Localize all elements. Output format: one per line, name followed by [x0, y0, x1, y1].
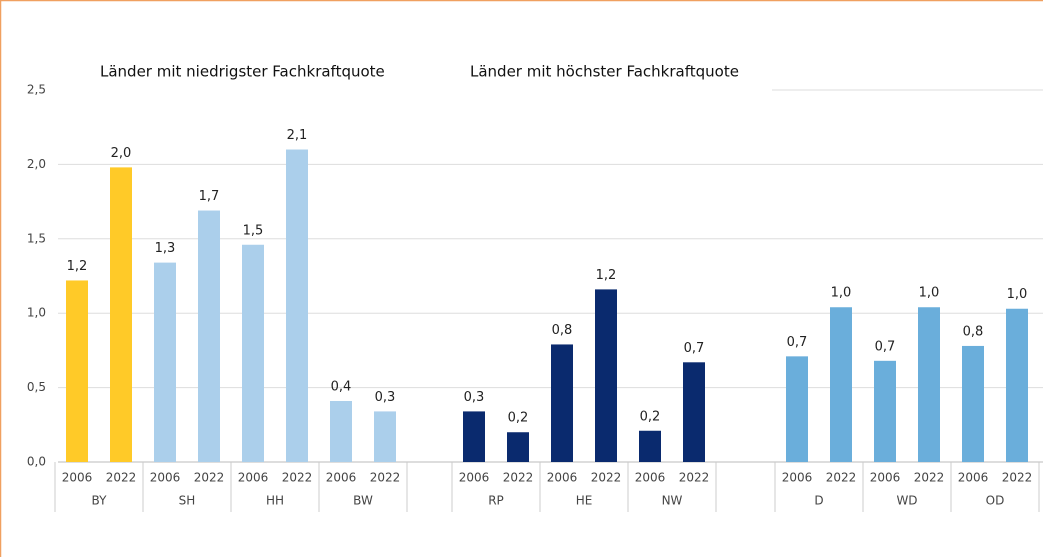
data-label: 0,7: [787, 335, 808, 350]
y-tick-label: 0,5: [27, 380, 46, 394]
bar: [66, 280, 88, 462]
data-label: 2,0: [111, 146, 132, 161]
bar: [330, 400, 352, 462]
bar: [507, 432, 529, 462]
x-tick-label: 2006: [547, 471, 578, 485]
data-label: 0,2: [508, 411, 529, 426]
data-label: 0,2: [640, 409, 661, 424]
y-tick-label: 1,0: [27, 306, 46, 320]
x-tick-label: 2022: [282, 471, 313, 485]
bar: [639, 430, 661, 462]
bar: [463, 411, 485, 462]
x-tick-label: 2006: [326, 471, 357, 485]
group-label: NW: [662, 494, 683, 508]
bar: [1006, 308, 1028, 462]
group-label: RP: [488, 494, 504, 508]
y-tick-label: 2,0: [27, 157, 46, 171]
y-tick-label: 1,5: [27, 231, 46, 245]
data-label: 1,3: [155, 241, 176, 256]
data-label: 0,7: [875, 339, 896, 354]
bar: [374, 411, 396, 462]
x-tick-label: 2006: [782, 471, 813, 485]
data-label: 1,7: [199, 189, 220, 204]
bar: [154, 262, 176, 462]
data-label: 0,7: [684, 341, 705, 356]
group-label: D: [814, 494, 823, 508]
bar: [918, 307, 940, 462]
y-tick-label: 0,0: [27, 455, 46, 469]
group-label: SH: [179, 494, 196, 508]
group-label: HH: [266, 494, 284, 508]
bar: [683, 362, 705, 462]
bar: [110, 167, 132, 462]
x-tick-label: 2006: [635, 471, 666, 485]
x-tick-label: 2006: [958, 471, 989, 485]
bar: [551, 344, 573, 462]
x-tick-label: 2022: [914, 471, 945, 485]
group-label: OD: [986, 494, 1005, 508]
x-tick-label: 2022: [106, 471, 137, 485]
data-label: 0,4: [331, 379, 352, 394]
x-tick-label: 2006: [238, 471, 269, 485]
data-label: 1,0: [1007, 287, 1028, 302]
data-label: 2,1: [287, 128, 308, 143]
data-label: 1,0: [831, 286, 852, 301]
group-label: WD: [896, 494, 917, 508]
x-tick-label: 2022: [591, 471, 622, 485]
data-label: 0,8: [552, 323, 573, 338]
group-label: BW: [353, 494, 373, 508]
x-tick-label: 2006: [62, 471, 93, 485]
bar: [874, 360, 896, 462]
data-label: 1,2: [596, 268, 617, 283]
x-tick-label: 2022: [194, 471, 225, 485]
x-tick-label: 2022: [679, 471, 710, 485]
bar: [198, 210, 220, 462]
x-tick-label: 2022: [503, 471, 534, 485]
bar: [286, 149, 308, 462]
x-tick-label: 2006: [870, 471, 901, 485]
data-label: 1,0: [919, 286, 940, 301]
bar: [786, 356, 808, 462]
x-tick-label: 2006: [150, 471, 181, 485]
x-tick-label: 2022: [1002, 471, 1033, 485]
section-title: Länder mit niedrigster Fachkraftquote: [100, 63, 385, 81]
bar: [242, 244, 264, 462]
data-label: 0,3: [375, 390, 396, 405]
bar: [830, 307, 852, 462]
x-tick-label: 2006: [459, 471, 490, 485]
bar: [962, 345, 984, 462]
group-label: HE: [576, 494, 593, 508]
section-title: Länder mit höchster Fachkraftquote: [470, 63, 739, 81]
x-tick-label: 2022: [370, 471, 401, 485]
data-label: 1,2: [67, 259, 88, 274]
bar: [595, 289, 617, 462]
data-label: 1,5: [243, 223, 264, 238]
y-tick-label: 2,5: [27, 83, 46, 97]
group-label: BY: [92, 494, 108, 508]
data-label: 0,8: [963, 324, 984, 339]
data-label: 0,3: [464, 390, 485, 405]
x-tick-label: 2022: [826, 471, 857, 485]
